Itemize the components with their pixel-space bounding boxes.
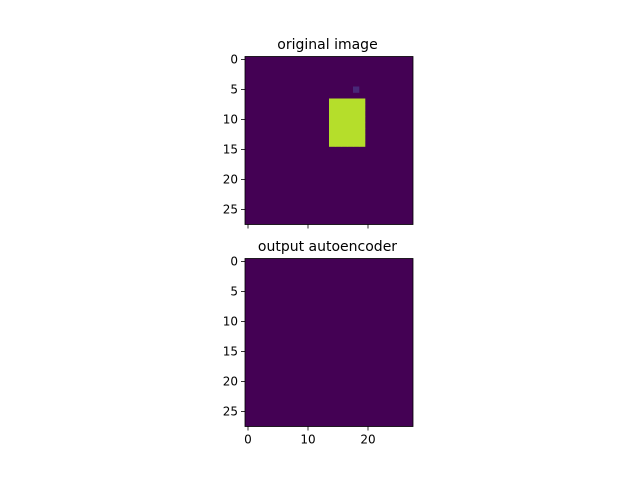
heatmap-cell [341, 122, 348, 129]
heatmap-cell [341, 116, 348, 123]
y-tick-label: 10 [223, 315, 238, 329]
heatmap-cell [359, 116, 366, 123]
heatmap-cell [341, 98, 348, 105]
heatmap-cell [329, 128, 336, 135]
heatmap-cell [335, 104, 342, 111]
heatmap-cell [335, 140, 342, 147]
heatmap-cell [353, 110, 360, 117]
heatmap-cell [347, 134, 354, 141]
x-tick-label: 0 [244, 433, 252, 447]
heatmap-cell [359, 128, 366, 135]
y-tick-label: 25 [223, 405, 238, 419]
heatmap-cell [353, 122, 360, 129]
heatmap-cell [329, 116, 336, 123]
heatmap-cells [245, 258, 413, 427]
heatmap-cell [359, 98, 366, 105]
heatmap-cell [341, 140, 348, 147]
tick-marks: 0 5 10 15 20 25 0 10 20 [223, 255, 376, 447]
heatmap-cell [329, 140, 336, 147]
y-tick-label: 5 [230, 83, 238, 97]
panel-title: original image [277, 37, 377, 53]
heatmap-cell [347, 116, 354, 123]
y-tick-label: 15 [223, 143, 238, 157]
panel-title: output autoencoder [258, 239, 397, 255]
heatmap-cell [335, 110, 342, 117]
tick-marks: 0 5 10 15 20 25 [223, 53, 369, 229]
heatmap-cell [353, 116, 360, 123]
x-tick-label: 10 [300, 433, 315, 447]
original-image-panel: original image 0 5 10 15 20 25 [223, 37, 414, 229]
output-autoencoder-panel: output autoencoder 0 5 10 15 20 25 0 10 20 [223, 239, 414, 447]
heatmap-cell [359, 140, 366, 147]
heatmap-cell [341, 134, 348, 141]
heatmap-cell [347, 140, 354, 147]
y-tick-label: 10 [223, 113, 238, 127]
heatmap-cell [335, 128, 342, 135]
heatmap-cell [329, 134, 336, 141]
heatmap-cell [353, 140, 360, 147]
heatmap-cell [359, 122, 366, 129]
heatmap-cell [353, 104, 360, 111]
y-tick-label: 25 [223, 203, 238, 217]
heatmap-cell [347, 128, 354, 135]
heatmap-cell [335, 116, 342, 123]
heatmap-cell [347, 98, 354, 105]
heatmap-cell [329, 110, 336, 117]
heatmap-cell [347, 104, 354, 111]
heatmap-cell [341, 128, 348, 135]
heatmap-cell [335, 98, 342, 105]
heatmap-cell [347, 122, 354, 129]
heatmap-cell [353, 128, 360, 135]
heatmap-cell [359, 104, 366, 111]
heatmap-cell [353, 134, 360, 141]
axes-frame [244, 56, 414, 225]
heatmap-cells [245, 56, 413, 225]
y-tick-label: 5 [230, 285, 238, 299]
heatmap-cell [347, 110, 354, 117]
heatmap-cell [353, 98, 360, 105]
heatmap-cell [335, 122, 342, 129]
y-tick-label: 20 [223, 375, 238, 389]
heatmap-cell [341, 104, 348, 111]
heatmap-cell [329, 98, 336, 105]
heatmap-cell [341, 110, 348, 117]
heatmap-cell [329, 104, 336, 111]
heatmap-cell [359, 134, 366, 141]
heatmap-cell [359, 110, 366, 117]
heatmap-cell [353, 86, 360, 93]
heatmap-cell [329, 122, 336, 129]
y-tick-label: 15 [223, 345, 238, 359]
y-tick-label: 0 [230, 53, 238, 67]
axes-frame [244, 258, 414, 427]
heatmap-background [245, 258, 413, 427]
y-tick-label: 20 [223, 173, 238, 187]
y-tick-label: 0 [230, 255, 238, 269]
heatmap-cell [335, 134, 342, 141]
x-tick-label: 20 [360, 433, 375, 447]
